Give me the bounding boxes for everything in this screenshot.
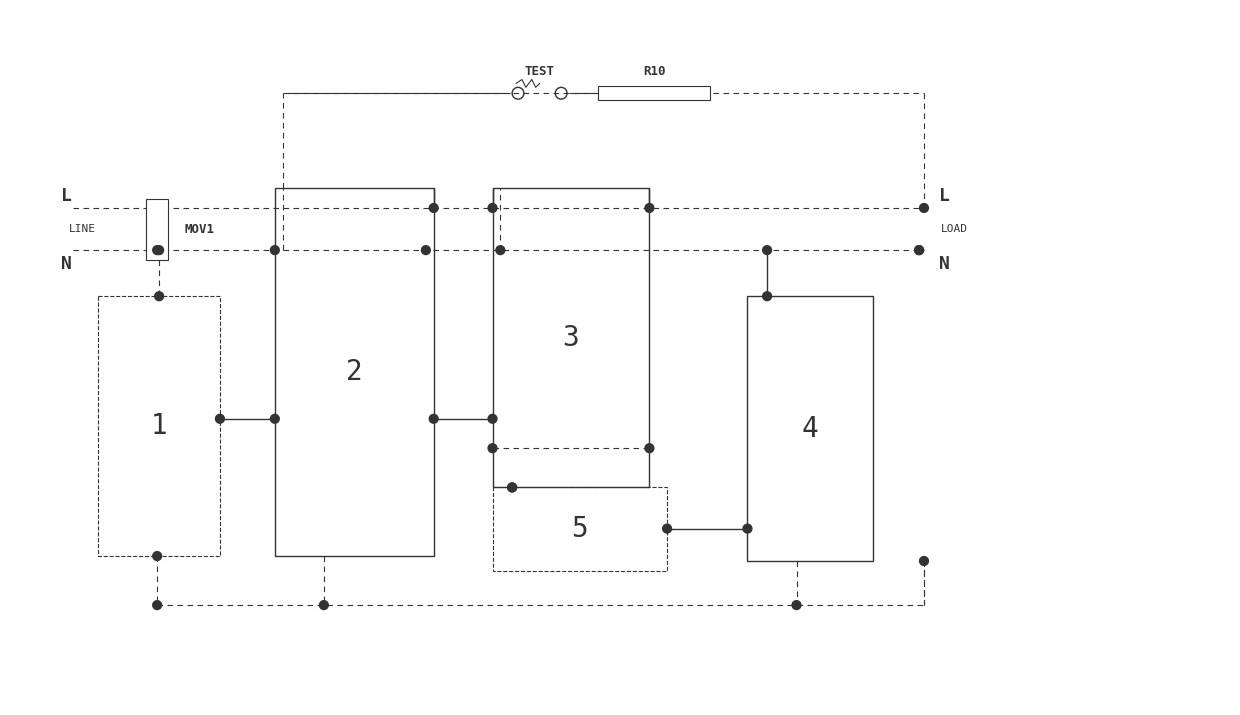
Text: 4: 4 [802,415,818,443]
Circle shape [422,246,430,255]
Text: L: L [61,187,72,205]
Circle shape [792,601,801,609]
Circle shape [662,524,672,533]
Circle shape [489,415,497,423]
Circle shape [507,483,517,492]
Circle shape [915,246,924,255]
Circle shape [743,524,751,533]
Circle shape [507,483,517,492]
Text: MOV1: MOV1 [185,223,215,236]
Text: LOAD: LOAD [941,224,967,234]
Circle shape [920,556,929,566]
Text: R10: R10 [644,65,666,78]
Circle shape [920,204,929,212]
Circle shape [429,204,438,212]
Bar [492,188,650,488]
Circle shape [763,292,771,300]
Circle shape [489,444,497,453]
Circle shape [915,246,924,255]
Text: N: N [61,255,72,273]
Text: 1: 1 [151,412,167,440]
Text: LINE: LINE [69,224,95,234]
Circle shape [153,246,161,255]
Circle shape [645,204,653,212]
Text: 3: 3 [563,324,579,352]
Bar [492,488,667,571]
Circle shape [216,415,224,423]
Text: L: L [939,187,950,205]
Text: 5: 5 [572,515,588,543]
Circle shape [496,246,505,255]
Circle shape [320,601,329,609]
Circle shape [489,204,497,212]
Circle shape [155,246,164,255]
Circle shape [429,415,438,423]
Circle shape [645,444,653,453]
Bar [275,188,434,556]
Bar [98,296,219,556]
Circle shape [153,601,161,609]
Text: TEST: TEST [525,65,554,78]
Bar [146,199,167,260]
Circle shape [270,415,279,423]
Text: N: N [939,255,950,273]
Circle shape [155,292,164,300]
Text: 2: 2 [346,358,362,386]
Bar [599,87,711,100]
Bar [748,296,873,561]
Circle shape [270,246,279,255]
Circle shape [763,246,771,255]
Circle shape [153,552,161,561]
